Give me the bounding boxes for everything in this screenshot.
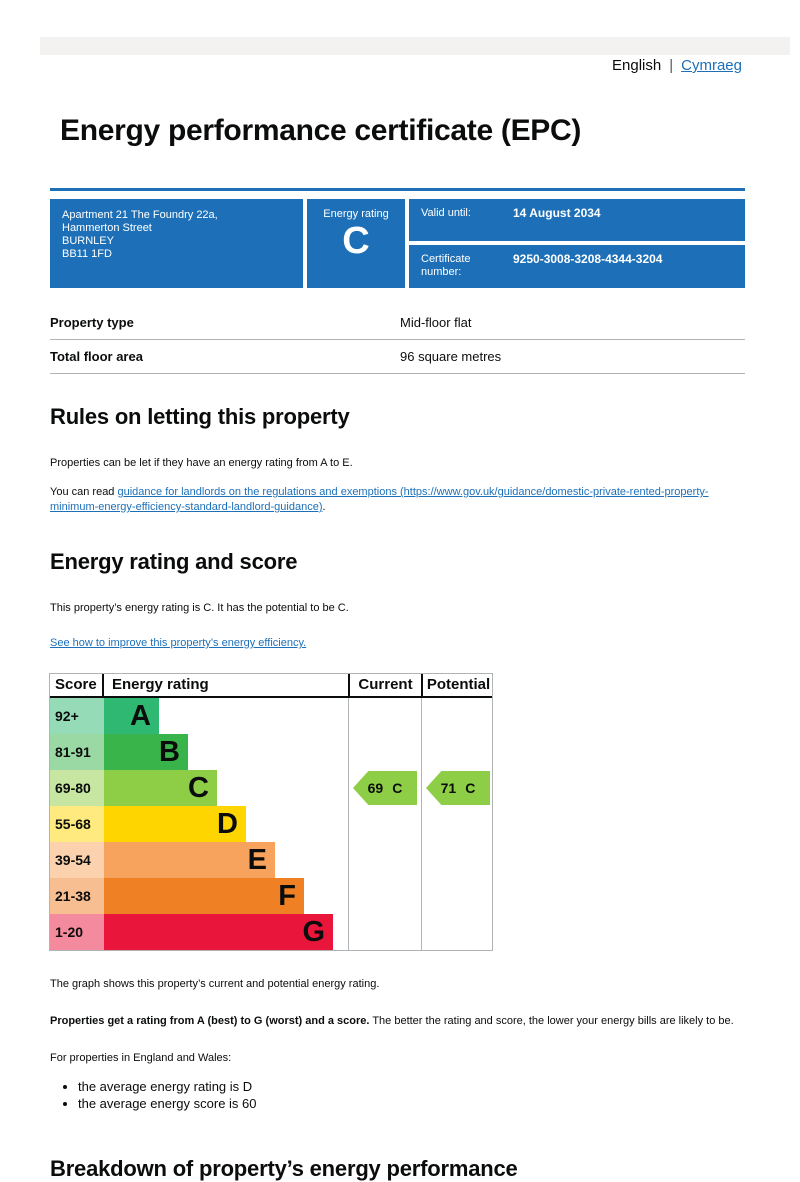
- breakdown-heading: Breakdown of property’s energy performan…: [50, 1156, 518, 1181]
- rating-explainer-rest: The better the rating and score, the low…: [369, 1015, 734, 1027]
- band-bar-a: A: [104, 698, 159, 734]
- band-score-range: 69-80: [50, 770, 104, 806]
- address-line: BB11 1FD: [62, 248, 112, 260]
- band-bar-f: F: [104, 878, 304, 914]
- band-score-range: 55-68: [50, 806, 104, 842]
- certificate-number-row: Certificate number: 9250-3008-3208-4344-…: [409, 245, 745, 288]
- valid-until-label: Valid until:: [421, 207, 471, 219]
- epc-band-row-e: 39-54 E: [50, 842, 492, 878]
- band-bar-d: D: [104, 806, 246, 842]
- energy-rating-value: C: [342, 220, 370, 262]
- energy-rating-label: Energy rating: [323, 208, 389, 220]
- column-header-score: Score: [50, 674, 104, 696]
- language-divider: |: [669, 57, 674, 74]
- average-stats-list: the average energy rating is D the avera…: [50, 1078, 800, 1112]
- table-row: Total floor area 96 square metres: [50, 340, 745, 374]
- rating-explainer-lead: Properties get a rating from A (best) to…: [50, 1015, 370, 1027]
- epc-rating-chart: Score Energy rating Current Potential 92…: [49, 673, 493, 951]
- guidance-prefix: You can read: [50, 486, 118, 498]
- arrow-band: C: [465, 780, 476, 796]
- rating-heading: Energy rating and score: [50, 549, 298, 574]
- top-gray-bar: [40, 37, 790, 55]
- band-bar-b: B: [104, 734, 188, 770]
- epc-band-row-f: 21-38 F: [50, 878, 492, 914]
- band-score-range: 1-20: [50, 914, 104, 950]
- epc-band-row-d: 55-68 D: [50, 806, 492, 842]
- chart-caption: The graph shows this property’s current …: [50, 978, 380, 990]
- current-column-divider: [348, 698, 349, 950]
- improve-efficiency-link[interactable]: See how to improve this property’s energ…: [50, 637, 307, 649]
- band-letter: E: [247, 844, 267, 876]
- epc-band-rows: 92+ A 81-91 B 69-80 C 55-68 D 39-54 E 21-38 F 1-20 G: [50, 698, 492, 950]
- valid-until-row: Valid until: 14 August 2034: [409, 199, 745, 241]
- address-line: Hammerton Street: [62, 222, 152, 234]
- epc-band-row-a: 92+ A: [50, 698, 492, 734]
- band-bar-c: C: [104, 770, 217, 806]
- epc-band-row-b: 81-91 B: [50, 734, 492, 770]
- region-intro: For properties in England and Wales:: [50, 1052, 232, 1064]
- rules-guidance-paragraph: You can read guidance for landlords on t…: [50, 485, 750, 515]
- band-letter: A: [130, 700, 151, 732]
- property-address: Apartment 21 The Foundry 22a, Hammerton …: [50, 199, 303, 288]
- band-letter: G: [302, 916, 325, 948]
- total-floor-area-value: 96 square metres: [400, 349, 502, 364]
- certificate-number-label: Certificate number:: [421, 253, 471, 278]
- address-line: BURNLEY: [62, 235, 114, 247]
- rules-paragraph: Properties can be let if they have an en…: [50, 457, 353, 469]
- band-score-range: 39-54: [50, 842, 104, 878]
- guidance-suffix: .: [322, 501, 326, 513]
- list-item: the average energy rating is D: [78, 1078, 800, 1095]
- band-letter: C: [188, 772, 209, 804]
- total-floor-area-label: Total floor area: [50, 349, 143, 364]
- band-score-range: 21-38: [50, 878, 104, 914]
- property-summary-table: Property type Mid-floor flat Total floor…: [50, 306, 745, 374]
- potential-rating-arrow: 71 C: [426, 771, 490, 805]
- epc-band-row-g: 1-20 G: [50, 914, 492, 950]
- column-header-potential: Potential: [421, 674, 494, 696]
- language-current: English: [612, 57, 662, 74]
- language-switcher: English | Cymraeg: [0, 57, 742, 74]
- energy-rating-panel: Energy rating C: [307, 199, 405, 288]
- band-bar-e: E: [104, 842, 275, 878]
- blue-rule: [50, 188, 745, 191]
- property-type-value: Mid-floor flat: [400, 315, 472, 330]
- landlord-guidance-link[interactable]: guidance for landlords on the regulation…: [50, 486, 709, 513]
- epc-band-row-c: 69-80 C: [50, 770, 492, 806]
- band-score-range: 81-91: [50, 734, 104, 770]
- table-row: Property type Mid-floor flat: [50, 306, 745, 340]
- page-title: Energy performance certificate (EPC): [60, 114, 582, 147]
- address-line: Apartment 21 The Foundry 22a,: [62, 209, 218, 221]
- band-score-range: 92+: [50, 698, 104, 734]
- potential-column-divider: [421, 698, 422, 950]
- valid-until-value: 14 August 2034: [513, 206, 601, 220]
- band-bar-g: G: [104, 914, 333, 950]
- rating-paragraph: This property’s energy rating is C. It h…: [50, 602, 349, 614]
- band-letter: F: [278, 880, 296, 912]
- epc-chart-header: Score Energy rating Current Potential: [50, 674, 492, 698]
- improve-paragraph: See how to improve this property’s energ…: [50, 636, 750, 651]
- property-type-label: Property type: [50, 315, 134, 330]
- column-header-current: Current: [348, 674, 421, 696]
- current-rating-arrow: 69 C: [353, 771, 417, 805]
- band-letter: B: [159, 736, 180, 768]
- certificate-summary-panel: Apartment 21 The Foundry 22a, Hammerton …: [50, 188, 745, 288]
- rating-explainer: Properties get a rating from A (best) to…: [50, 1014, 750, 1029]
- band-letter: D: [217, 808, 238, 840]
- arrow-band: C: [392, 780, 403, 796]
- rules-heading: Rules on letting this property: [50, 404, 350, 429]
- column-header-energy-rating: Energy rating: [112, 676, 209, 693]
- arrow-score: 69: [367, 780, 384, 796]
- language-link-welsh[interactable]: Cymraeg: [681, 57, 742, 74]
- arrow-score: 71: [440, 780, 457, 796]
- certificate-number-value: 9250-3008-3208-4344-3204: [513, 252, 663, 266]
- list-item: the average energy score is 60: [78, 1095, 800, 1112]
